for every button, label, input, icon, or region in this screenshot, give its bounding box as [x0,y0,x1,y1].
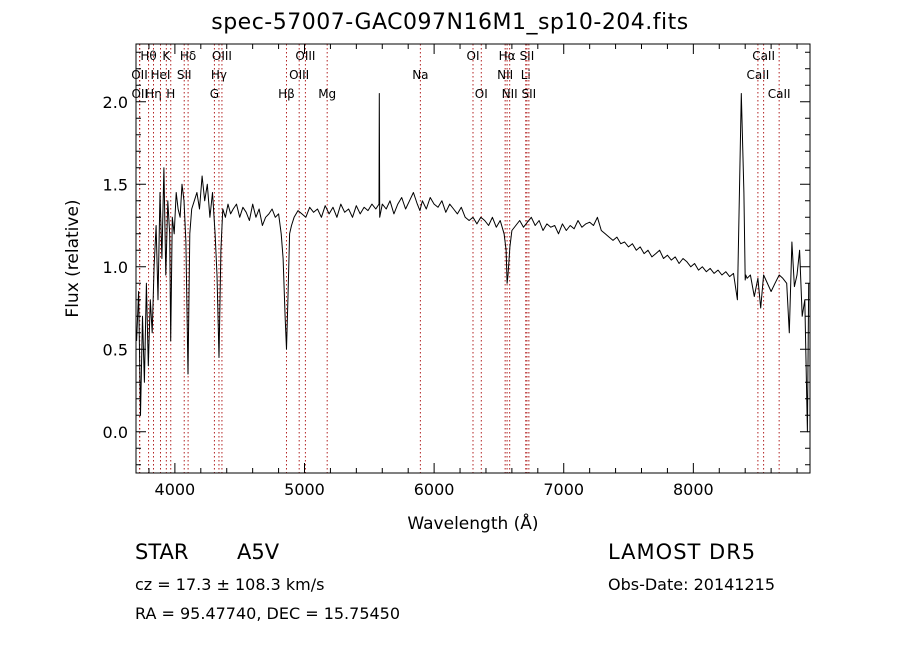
x-axis-label: Wavelength (Å) [407,512,538,534]
redshift-cz: cz = 17.3 ± 108.3 km/s [135,575,325,594]
spectral-line-label: HeI [151,68,171,82]
x-tick-label: 7000 [543,480,584,499]
spectral-line-label: SII [522,87,537,101]
spectral-line-label: CaII [768,87,791,101]
spectral-line-label: OIII [289,68,309,82]
x-tick-label: 6000 [414,480,455,499]
spectrum-line-0 [136,93,810,433]
spectral-line-label: SII [177,68,192,82]
spectral-line-label: Mg [318,87,336,101]
observation-date: Obs-Date: 20141215 [608,575,776,594]
spectral-line-label: OIII [295,49,315,63]
object-class: STAR [135,540,189,564]
spectral-line-label: CaII [752,49,775,63]
spectral-line-markers: OIIOIIHθHηHeIKHSIIHδGHγOIIIHβOIIIOIIIMgN… [131,44,791,473]
y-tick-label: 0.5 [103,340,128,359]
spectral-line-label: H [166,87,175,101]
chart-title: spec-57007-GAC097N16M1_sp10-204.fits [211,10,689,35]
spectral-line-label: Hη [145,87,162,101]
spectral-line-label: OII [131,68,148,82]
survey-name: LAMOST DR5 [608,540,757,564]
spectral-line-label: OI [475,87,488,101]
plot-frame [135,43,811,474]
spectral-line-label: Li [521,68,531,82]
x-tick-label: 8000 [673,480,714,499]
spectral-line-label: OIII [212,49,232,63]
spectral-line-label: Hδ [180,49,196,63]
spectral-line-label: NII [497,68,513,82]
y-tick-label: 1.5 [103,175,128,194]
spectral-line-label: NII [502,87,518,101]
y-tick-label: 0.0 [103,423,128,442]
coordinates: RA = 95.47740, DEC = 15.75450 [135,604,401,623]
spectral-line-label: CaII [746,68,769,82]
spectrum-series [136,93,810,433]
object-subclass: A5V [237,540,280,564]
spectral-line-label: Hθ [140,49,156,63]
spectral-line-label: Na [412,68,428,82]
y-tick-label: 2.0 [103,93,128,112]
spectral-line-label: Hβ [278,87,295,101]
axis-ticks: 4000 5000 6000 7000 8000 0.0 0.5 1.0 1.5 2.0 [103,44,810,499]
y-axis-label: Flux (relative) [63,199,83,317]
spectral-line-label: Hα [499,49,516,63]
spectral-line-label: SII [520,49,535,63]
x-tick-label: 4000 [155,480,196,499]
spectral-line-label: Hγ [211,68,227,82]
spectral-line-label: OI [467,49,480,63]
y-tick-label: 1.0 [103,258,128,277]
x-tick-label: 5000 [284,480,325,499]
spectral-line-label: K [162,49,171,63]
spectral-line-label: G [210,87,219,101]
